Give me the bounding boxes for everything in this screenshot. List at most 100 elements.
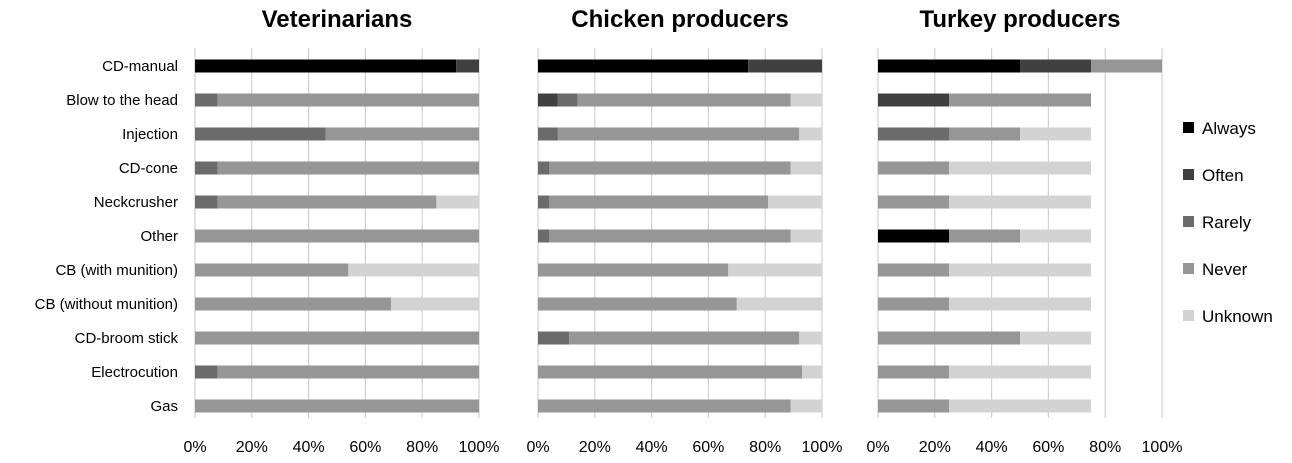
- category-label: Other: [140, 228, 178, 245]
- bar-segment: [549, 161, 791, 175]
- bar-segment: [557, 127, 800, 141]
- legend-label: Unknown: [1202, 307, 1273, 326]
- category-label: CB (with munition): [55, 262, 178, 279]
- bar-segment: [390, 297, 479, 311]
- bar-segment: [748, 59, 822, 73]
- x-tick-label: 20%: [236, 439, 268, 456]
- bar-segment: [790, 161, 822, 175]
- x-tick-label: 0%: [526, 439, 549, 456]
- bar-segment: [1020, 229, 1091, 243]
- bar-segment: [195, 229, 479, 243]
- bar-segment: [790, 399, 822, 413]
- legend-swatch: [1183, 310, 1194, 321]
- category-label: Neckcrusher: [94, 194, 178, 211]
- bar-segment: [538, 331, 570, 345]
- bar-segment: [799, 331, 822, 345]
- x-tick-label: 60%: [692, 439, 724, 456]
- x-tick-label: 20%: [579, 439, 611, 456]
- category-label: Electrocution: [91, 364, 178, 381]
- bar-segment: [949, 263, 1091, 277]
- legend-swatch: [1183, 216, 1194, 227]
- bar-segment: [949, 399, 1091, 413]
- category-label: CD-manual: [102, 58, 178, 75]
- x-tick-label: 40%: [636, 439, 668, 456]
- panel-title: Chicken producers: [571, 6, 788, 33]
- bar-segment: [325, 127, 479, 141]
- bar-segment: [768, 195, 822, 209]
- bar-segment: [1020, 331, 1091, 345]
- bar-segment: [436, 195, 479, 209]
- bar-segment: [728, 263, 822, 277]
- category-label: CB (without munition): [35, 296, 178, 313]
- bar-segment: [538, 399, 791, 413]
- bar-segment: [195, 365, 218, 379]
- bar-segment: [790, 93, 822, 107]
- bar-segment: [195, 297, 391, 311]
- bar-segment: [949, 297, 1091, 311]
- bar-segment: [348, 263, 479, 277]
- bar-segment: [217, 365, 479, 379]
- x-tick-label: 40%: [293, 439, 325, 456]
- bar-segment: [802, 365, 822, 379]
- x-tick-label: 100%: [802, 439, 843, 456]
- legend-swatch: [1183, 169, 1194, 180]
- panel-title: Veterinarians: [262, 6, 413, 33]
- category-label: Injection: [122, 126, 178, 143]
- bar-segment: [878, 297, 949, 311]
- bar-segment: [878, 127, 949, 141]
- x-tick-label: 80%: [749, 439, 781, 456]
- legend-swatch: [1183, 263, 1194, 274]
- category-label: CD-broom stick: [75, 330, 179, 347]
- x-tick-label: 100%: [459, 439, 500, 456]
- bar-segment: [195, 127, 326, 141]
- category-label: CD-cone: [119, 160, 178, 177]
- category-label: Gas: [150, 398, 178, 415]
- legend-label: Always: [1202, 119, 1256, 138]
- bar-segment: [878, 229, 949, 243]
- bar-segment: [538, 127, 558, 141]
- x-tick-label: 0%: [183, 439, 206, 456]
- bar-segment: [949, 195, 1091, 209]
- bar-segment: [195, 93, 218, 107]
- bar-segment: [736, 297, 822, 311]
- bar-segment: [538, 263, 729, 277]
- x-tick-label: 60%: [1032, 439, 1064, 456]
- bar-segment: [217, 93, 479, 107]
- bar-segment: [790, 229, 822, 243]
- bar-segment: [538, 365, 803, 379]
- bar-segment: [949, 161, 1091, 175]
- bar-segment: [195, 331, 479, 345]
- bar-segment: [569, 331, 800, 345]
- bar-segment: [195, 161, 218, 175]
- panel-title: Turkey producers: [920, 6, 1121, 33]
- bar-segment: [195, 263, 349, 277]
- bar-segment: [217, 161, 479, 175]
- bar-segment: [456, 59, 479, 73]
- bar-segment: [538, 297, 737, 311]
- bar-segment: [538, 93, 558, 107]
- x-tick-label: 20%: [919, 439, 951, 456]
- bar-segment: [878, 263, 949, 277]
- bar-segment: [195, 195, 218, 209]
- bar-segment: [538, 229, 550, 243]
- bar-segment: [195, 399, 479, 413]
- legend-swatch: [1183, 122, 1194, 133]
- x-tick-label: 100%: [1142, 439, 1183, 456]
- x-tick-label: 80%: [406, 439, 438, 456]
- bar-segment: [549, 195, 769, 209]
- legend-label: Rarely: [1202, 213, 1252, 232]
- bar-segment: [949, 229, 1020, 243]
- bar-segment: [557, 93, 578, 107]
- bar-segment: [217, 195, 437, 209]
- category-label: Blow to the head: [66, 92, 178, 109]
- bar-segment: [577, 93, 791, 107]
- bar-segment: [878, 161, 949, 175]
- bar-segment: [538, 195, 550, 209]
- bar-segment: [878, 59, 1020, 73]
- legend-label: Never: [1202, 260, 1248, 279]
- bar-segment: [549, 229, 791, 243]
- x-tick-label: 0%: [866, 439, 889, 456]
- bar-segment: [878, 93, 949, 107]
